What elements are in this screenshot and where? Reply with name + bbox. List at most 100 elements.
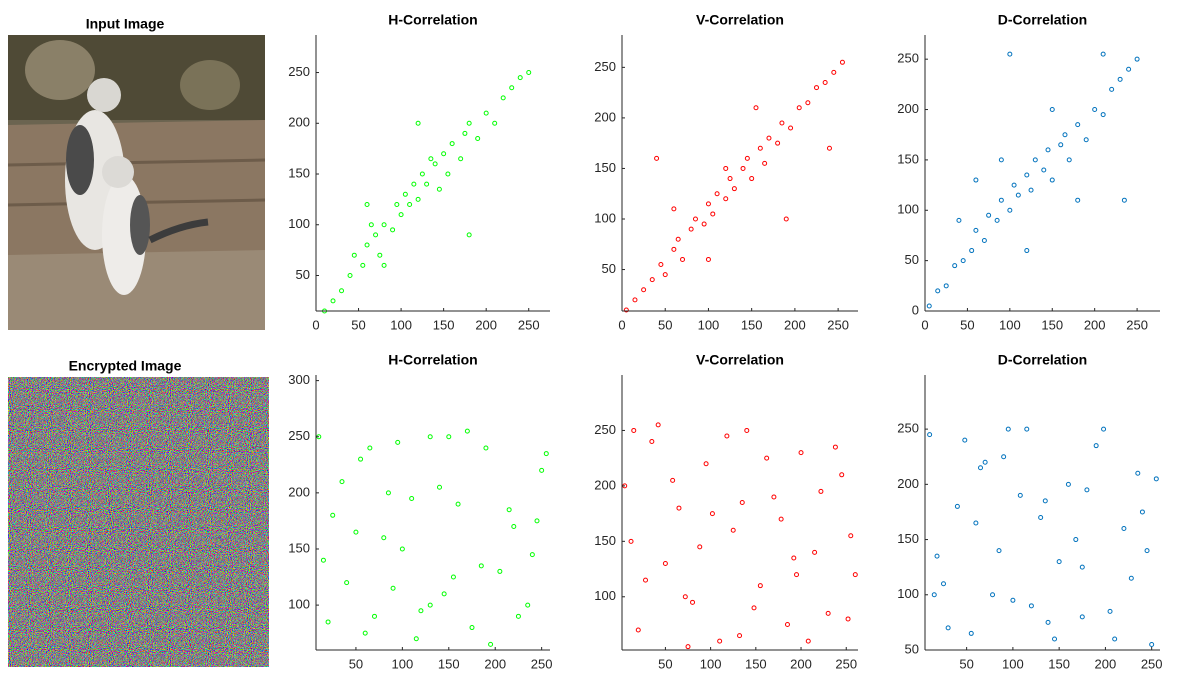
- point: [839, 472, 845, 478]
- point: [1024, 426, 1030, 432]
- point: [778, 516, 784, 522]
- point: [368, 222, 374, 228]
- point: [831, 69, 837, 75]
- point: [478, 563, 484, 569]
- y-tick-label: 150: [897, 531, 919, 546]
- x-tick-label: 100: [698, 317, 720, 332]
- point: [1128, 575, 1134, 581]
- point: [1049, 177, 1055, 183]
- point: [1121, 197, 1127, 203]
- point: [994, 217, 1000, 223]
- point: [757, 145, 763, 151]
- x-tick-label: 50: [658, 317, 672, 332]
- point: [705, 201, 711, 207]
- point: [1112, 636, 1118, 642]
- point: [509, 85, 515, 91]
- point: [428, 156, 434, 162]
- point: [676, 505, 682, 511]
- point: [1052, 636, 1058, 642]
- x-tick-label: 200: [484, 656, 506, 671]
- point: [464, 428, 470, 434]
- point: [1066, 157, 1072, 163]
- x-tick-label: 100: [999, 317, 1021, 332]
- point: [788, 125, 794, 131]
- point: [432, 161, 438, 167]
- y-tick-label: 50: [905, 252, 919, 267]
- point: [427, 602, 433, 608]
- point: [952, 263, 958, 269]
- image-title: Input Image: [86, 16, 165, 32]
- point: [814, 85, 820, 91]
- point: [1134, 56, 1140, 62]
- point: [543, 451, 549, 457]
- point: [526, 70, 532, 76]
- point: [1084, 487, 1090, 493]
- point: [671, 246, 677, 252]
- chart-title: V-Correlation: [696, 12, 784, 28]
- x-tick-label: 150: [741, 317, 763, 332]
- x-tick-label: 200: [784, 317, 806, 332]
- point: [1100, 51, 1106, 57]
- point: [362, 630, 368, 636]
- point: [1010, 597, 1016, 603]
- point: [798, 450, 804, 456]
- x-tick-label: 150: [1048, 656, 1070, 671]
- point: [852, 572, 858, 578]
- point: [415, 196, 421, 202]
- point: [1075, 197, 1081, 203]
- point: [688, 226, 694, 232]
- point: [956, 217, 962, 223]
- point: [1121, 526, 1127, 532]
- point: [411, 181, 417, 187]
- x-tick-label: 150: [1041, 317, 1063, 332]
- point: [832, 444, 838, 450]
- point: [339, 288, 345, 294]
- point: [1144, 548, 1150, 554]
- point: [931, 592, 937, 598]
- chart-title: H-Correlation: [388, 352, 477, 368]
- point: [1024, 172, 1030, 178]
- point: [1126, 66, 1132, 72]
- point: [445, 171, 451, 177]
- point: [727, 176, 733, 182]
- point: [783, 216, 789, 222]
- point: [818, 488, 824, 494]
- point: [381, 535, 387, 541]
- input-image: [8, 35, 265, 330]
- point: [973, 520, 979, 526]
- point: [779, 120, 785, 126]
- point: [973, 177, 979, 183]
- x-tick-label: 250: [518, 317, 540, 332]
- point: [515, 613, 521, 619]
- point: [1058, 142, 1064, 148]
- y-tick-label: 50: [905, 641, 919, 656]
- point: [690, 599, 696, 605]
- point: [399, 546, 405, 552]
- y-tick-label: 250: [288, 428, 310, 443]
- point: [364, 242, 370, 248]
- point: [982, 459, 988, 465]
- point: [1032, 157, 1038, 163]
- point: [671, 206, 677, 212]
- point: [455, 501, 461, 507]
- point: [749, 176, 755, 182]
- point: [1049, 107, 1055, 113]
- point: [427, 434, 433, 440]
- point: [635, 627, 641, 633]
- point: [623, 307, 629, 313]
- point: [941, 581, 947, 587]
- point: [934, 553, 940, 559]
- point: [701, 221, 707, 227]
- y-tick-label: 250: [288, 64, 310, 79]
- y-tick-label: 200: [288, 484, 310, 499]
- point: [351, 252, 357, 258]
- point: [848, 533, 854, 539]
- y-tick-label: 100: [288, 597, 310, 612]
- point: [1007, 51, 1013, 57]
- x-tick-label: 150: [438, 656, 460, 671]
- point: [723, 196, 729, 202]
- chart-title: D-Correlation: [998, 352, 1087, 368]
- y-tick-label: 250: [594, 59, 616, 74]
- chart-title: D-Correlation: [998, 12, 1087, 28]
- point: [845, 616, 851, 622]
